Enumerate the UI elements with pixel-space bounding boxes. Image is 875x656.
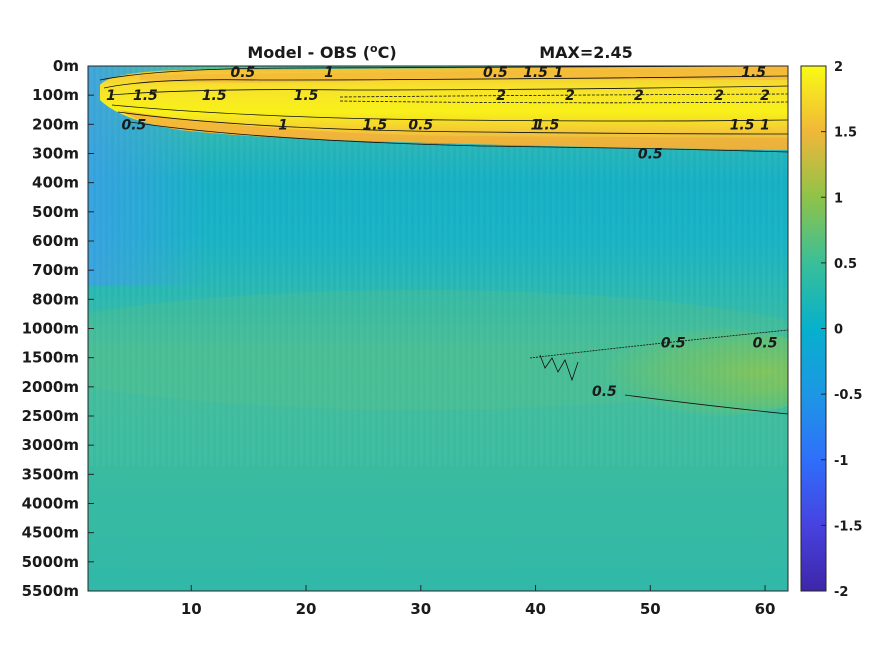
y-tick-label: 5000m xyxy=(22,553,79,571)
contour-label: 0.5 xyxy=(661,336,686,352)
contour-label: 1.5 xyxy=(202,88,227,104)
y-tick-label: 1000m xyxy=(22,320,79,338)
colorbar-tick-label: 0 xyxy=(834,323,843,338)
x-tick-label: 20 xyxy=(296,600,317,618)
y-tick-label: 600m xyxy=(32,232,79,250)
contour-label: 1.5 xyxy=(730,117,755,133)
contour-label: 1.5 xyxy=(362,117,387,133)
y-tick-label: 3000m xyxy=(22,436,79,454)
contour-15-upper xyxy=(109,85,788,96)
contour-05-deep-upper xyxy=(529,329,788,359)
y-tick-label: 200m xyxy=(32,115,79,133)
y-tick-label: 4000m xyxy=(22,495,79,513)
contour-label: 1.5 xyxy=(741,65,766,81)
contour-label: 1.5 xyxy=(294,88,319,104)
y-tick-label: 500m xyxy=(32,203,79,221)
x-tick-label: 50 xyxy=(640,600,661,618)
y-axis: 0m 100m 200m 300m 400m 500m 600m 700m 800m 1000m 1… xyxy=(22,57,94,600)
y-tick-label: 0m xyxy=(53,57,79,75)
contour-label: 1 xyxy=(531,117,541,133)
y-tick-label: 5500m xyxy=(22,582,79,600)
y-tick-label: 4500m xyxy=(22,524,79,542)
field-orange-lower xyxy=(120,110,788,150)
colorbar-tick-label: -2 xyxy=(834,585,848,600)
x-tick-label: 60 xyxy=(755,600,776,618)
contour-1-upper xyxy=(103,75,788,89)
x-tick-label: 10 xyxy=(181,600,202,618)
field-orange-upper xyxy=(140,68,788,83)
y-tick-label: 100m xyxy=(32,86,79,104)
contour-label: 0.5 xyxy=(638,147,663,163)
contour-2-lower xyxy=(339,100,788,104)
y-tick-label: 400m xyxy=(32,174,79,192)
contour-label: 0.5 xyxy=(408,117,433,133)
contour-1-lower xyxy=(117,111,788,135)
contour-15-lower xyxy=(111,104,788,122)
contour-label: 2 xyxy=(714,88,724,104)
x-tick-label: 40 xyxy=(525,600,546,618)
contour-label: 0.5 xyxy=(592,384,617,400)
contour-label: 0.5 xyxy=(121,117,146,133)
colorbar-tick-label: -1 xyxy=(834,454,848,469)
y-tick-label: 800m xyxy=(32,290,79,308)
y-tick-label: 1500m xyxy=(22,349,79,367)
contour-2-upper xyxy=(339,93,788,98)
contour-label: 1.5 xyxy=(535,117,560,133)
y-tick-label: 2000m xyxy=(22,378,79,396)
contour-label: 1 xyxy=(554,65,564,81)
contour-label: 2 xyxy=(760,88,770,104)
contour-lines xyxy=(99,66,788,415)
contour-label: 1 xyxy=(324,65,334,81)
x-tick-label: 30 xyxy=(410,600,431,618)
contour-label: 1 xyxy=(760,117,770,133)
colorbar-tick-label: 1 xyxy=(834,191,843,206)
chart-title-superscript: o xyxy=(370,42,378,55)
contour-label: 2 xyxy=(634,88,644,104)
contour-label: 0.5 xyxy=(231,65,256,81)
contour-label: 2 xyxy=(496,88,506,104)
contour-05-upper xyxy=(99,66,788,81)
contour-label: 1 xyxy=(106,88,116,104)
colorbar: 2 1.5 1 0.5 0 -0.5 -1 -1.5 -2 xyxy=(800,60,862,600)
contour-05-lower xyxy=(129,121,788,153)
y-tick-label: 3500m xyxy=(22,465,79,483)
colorbar-tick-label: 0.5 xyxy=(834,257,857,272)
y-tick-label: 2500m xyxy=(22,407,79,425)
contour-labels: 0.5 0.51 1 1.51 1.5 1.5 1.51.52 2 2 2 20.5 1.5 1.5 1.… xyxy=(106,65,778,400)
chart-title-unit: C) xyxy=(378,43,397,62)
contour-label: 1.5 xyxy=(133,88,158,104)
contour-label: 0.5 xyxy=(753,336,778,352)
chart-title-main: Model - OBS ( xyxy=(247,43,370,62)
colorbar-tick-label: -0.5 xyxy=(834,388,862,403)
contour-05-deep-spikes xyxy=(539,354,579,382)
contour-label: 1.5 xyxy=(523,65,548,81)
plot-area: 0.5 0.51 1 1.51 1.5 1.5 1.51.52 2 2 2 20.5 1.5 1.5 1.… xyxy=(88,65,788,591)
colorbar-tick-label: -1.5 xyxy=(834,519,862,534)
y-tick-label: 700m xyxy=(32,261,79,279)
colorbar-tick-label: 1.5 xyxy=(834,126,857,141)
contour-label: 0.5 xyxy=(483,65,508,81)
chart-annotation-max: MAX=2.45 xyxy=(539,43,633,62)
y-tick-label: 300m xyxy=(32,145,79,163)
chart-title: Model - OBS (oC) xyxy=(247,42,396,62)
contour-label: 2 xyxy=(565,88,575,104)
x-axis: 10 20 30 40 50 60 xyxy=(181,585,776,618)
colorbar-tick-label: 2 xyxy=(834,60,843,75)
colorbar-ticks: 2 1.5 1 0.5 0 -0.5 -1 -1.5 -2 xyxy=(821,60,862,600)
contour-05-deep-lower xyxy=(624,394,788,415)
contour-label: 1 xyxy=(278,117,288,133)
